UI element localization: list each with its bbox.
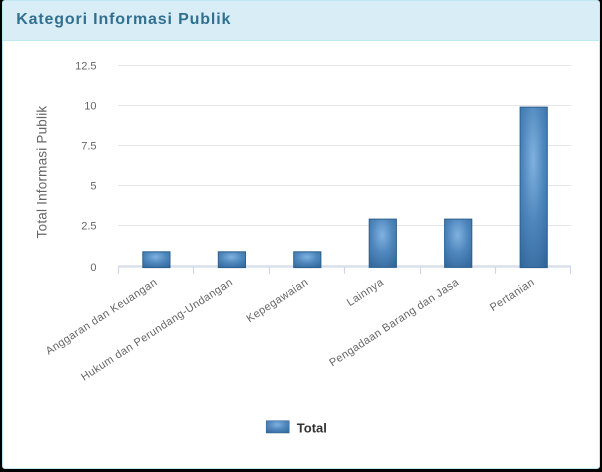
svg-text:0: 0 bbox=[90, 262, 96, 274]
svg-text:Kepegawaian: Kepegawaian bbox=[244, 276, 310, 325]
svg-text:2.5: 2.5 bbox=[81, 220, 96, 232]
svg-text:Pertanian: Pertanian bbox=[488, 276, 537, 314]
svg-text:5: 5 bbox=[90, 180, 96, 192]
svg-text:Hukum dan Perundang-Undangan: Hukum dan Perundang-Undangan bbox=[79, 276, 235, 383]
svg-text:Total Informasi Publik: Total Informasi Publik bbox=[35, 106, 50, 239]
svg-text:Lainnya: Lainnya bbox=[345, 276, 387, 309]
svg-text:10: 10 bbox=[84, 100, 96, 112]
svg-text:12.5: 12.5 bbox=[75, 60, 96, 72]
svg-text:Total: Total bbox=[297, 421, 327, 436]
svg-text:7.5: 7.5 bbox=[81, 140, 96, 152]
svg-text:Pengadaan Barang dan Jasa: Pengadaan Barang dan Jasa bbox=[327, 276, 461, 369]
